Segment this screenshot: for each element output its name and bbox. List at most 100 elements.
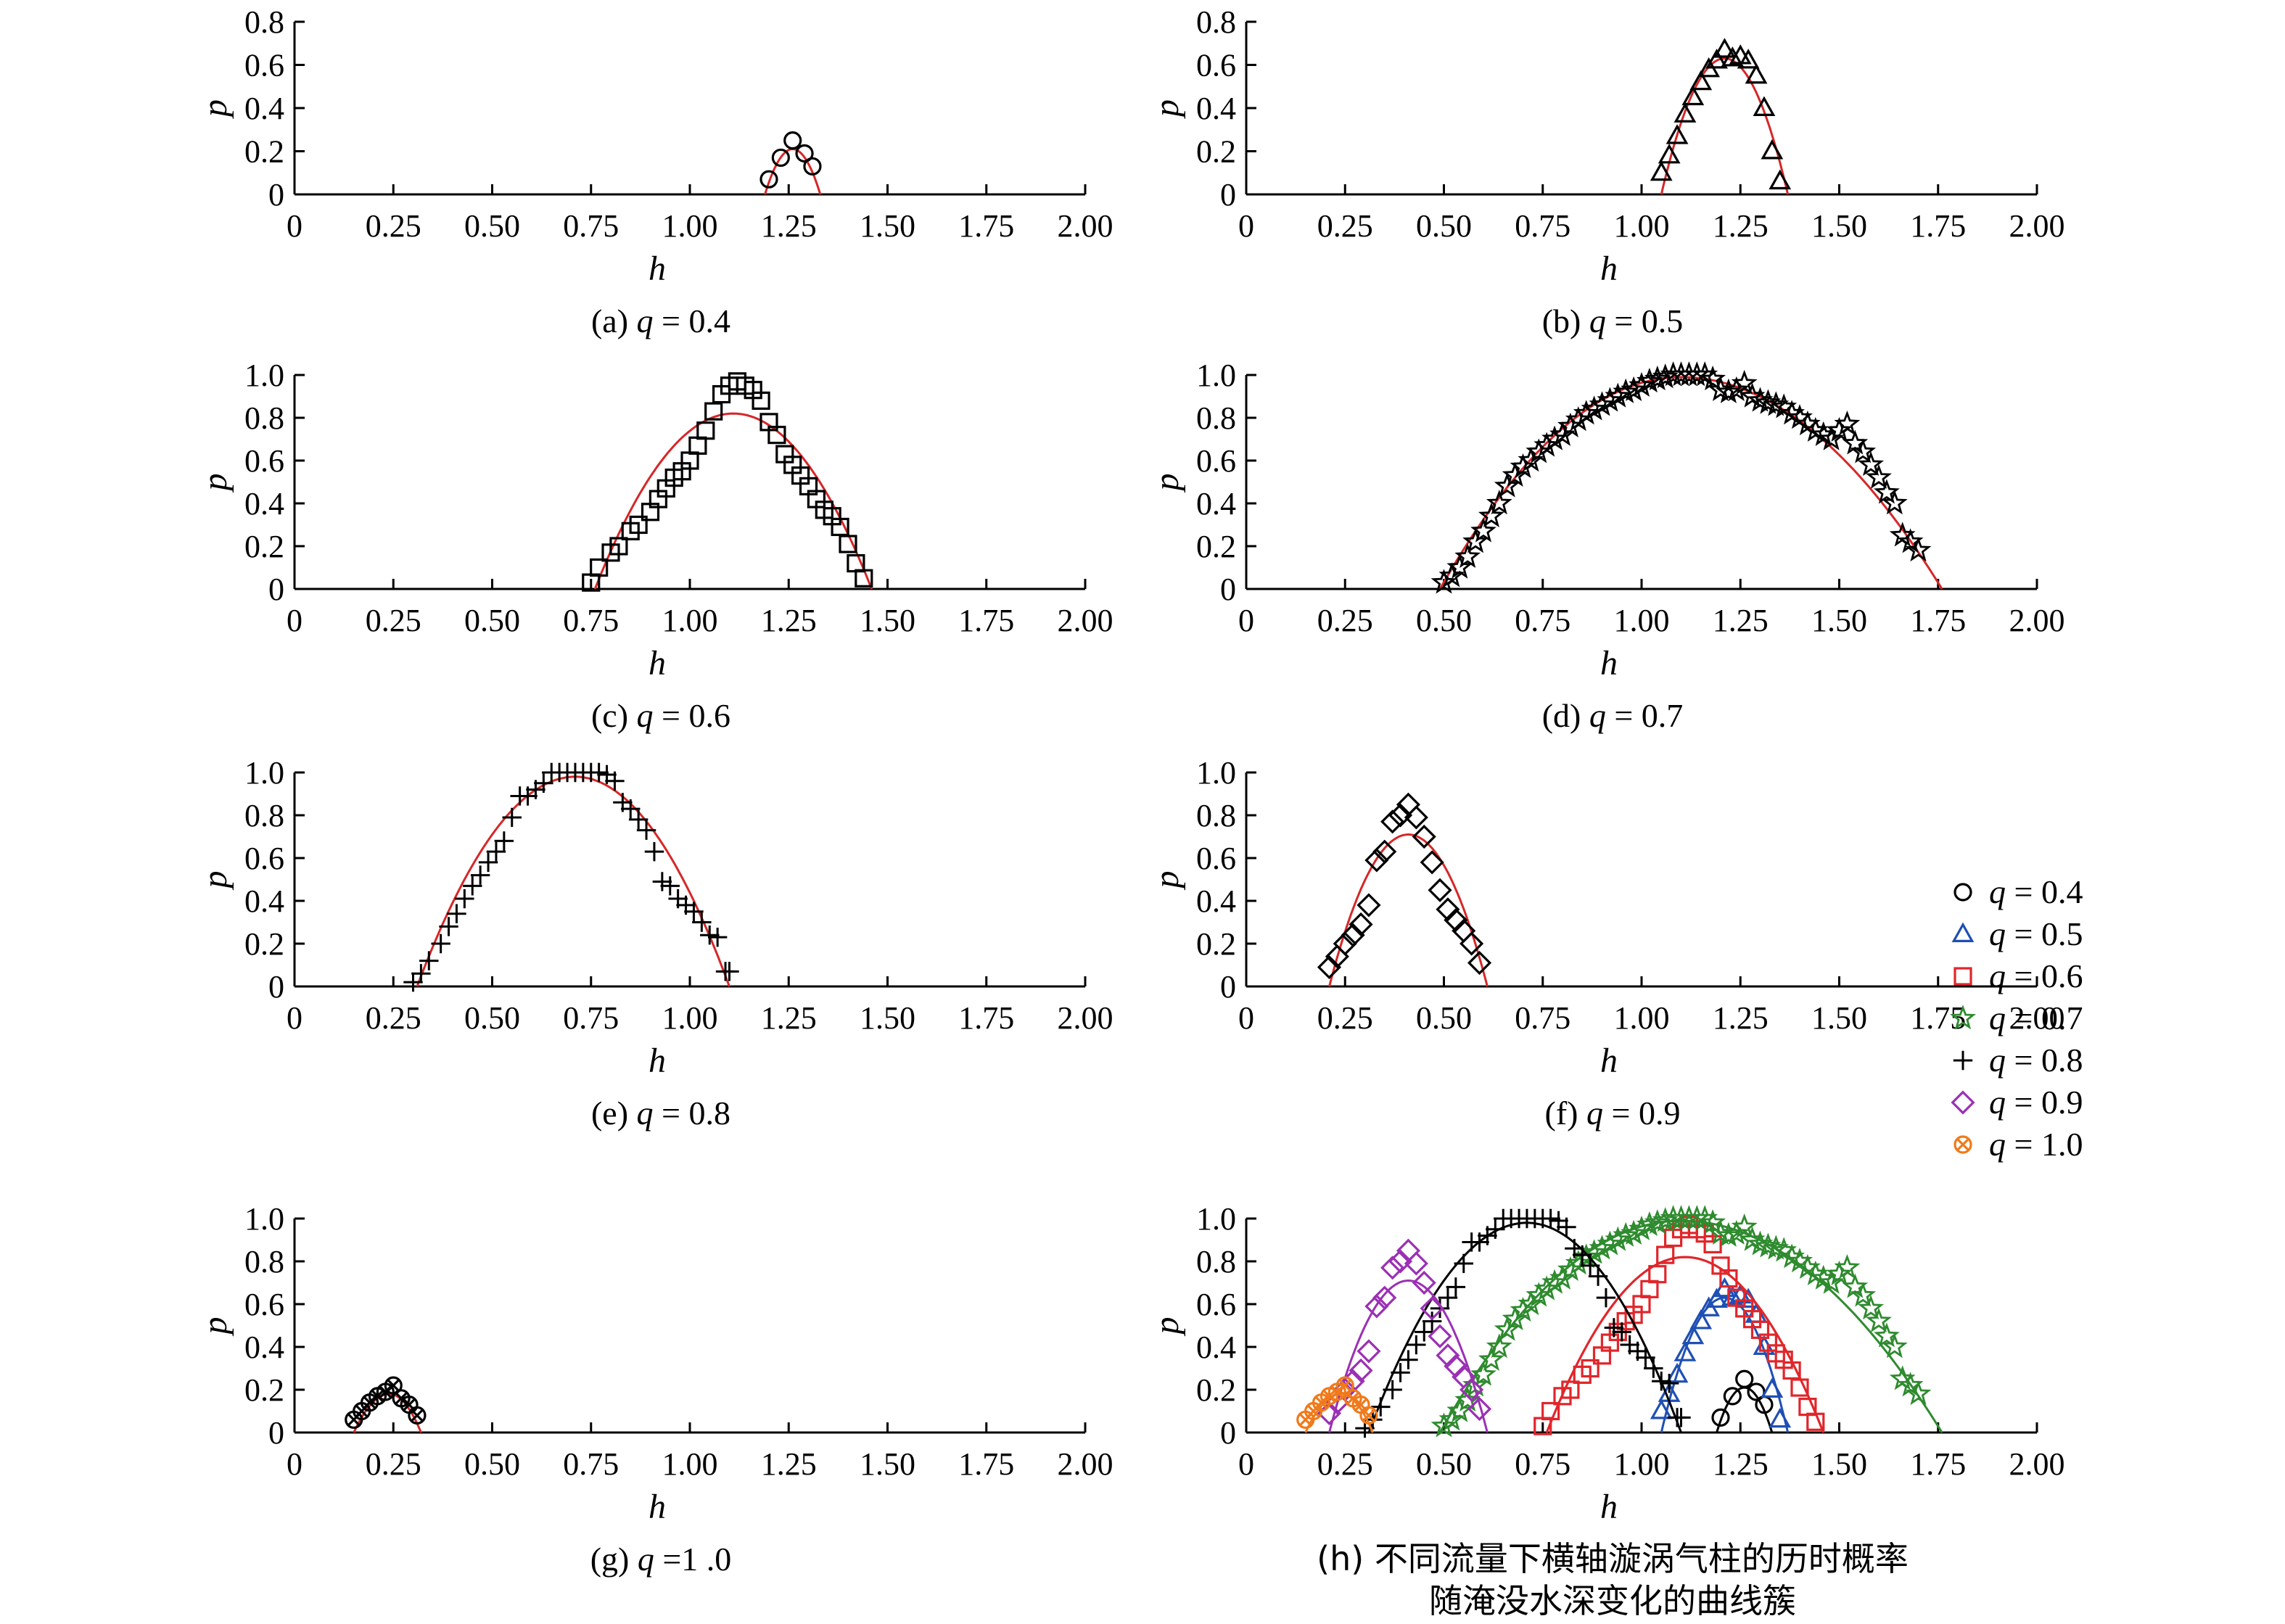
data-point xyxy=(795,144,814,163)
data-point xyxy=(1412,1270,1436,1295)
data-point xyxy=(1731,1213,1758,1239)
data-point xyxy=(1359,1406,1378,1425)
data-point xyxy=(1467,950,1492,976)
data-point xyxy=(419,951,439,970)
x-tick-label: 0 xyxy=(287,1000,302,1036)
data-point xyxy=(534,773,553,793)
x-tick-label: 1.25 xyxy=(761,603,817,638)
caption-part: = 0.9 xyxy=(1603,1095,1680,1132)
data-point xyxy=(1605,1226,1631,1251)
y-axis-label: p xyxy=(196,474,234,493)
caption-part: (d) xyxy=(1542,697,1589,734)
data-point xyxy=(1711,1408,1730,1427)
data-point xyxy=(1737,49,1760,69)
data-point xyxy=(1621,376,1647,401)
data-point xyxy=(629,515,648,535)
data-point xyxy=(1659,1373,1679,1393)
data-point xyxy=(494,831,514,851)
y-tick-label: 0.4 xyxy=(1196,1330,1236,1365)
legend-q: q xyxy=(1989,1126,2006,1163)
panel-e: 0 0.25 0.50 0.75 1.00 1.25 1.50 1.75 2.00 0 0.2 0.4… xyxy=(196,755,1113,1132)
fit-curve-b xyxy=(1660,1296,1790,1433)
y-tick-label: 0.4 xyxy=(244,486,284,522)
data-point xyxy=(1636,1348,1655,1367)
y-tick-label: 1.0 xyxy=(1196,1201,1236,1237)
x-tick-label: 1.50 xyxy=(860,603,915,638)
x-tick-label: 2.00 xyxy=(2009,208,2065,244)
x-tick-label: 0.50 xyxy=(464,1000,520,1036)
data-point xyxy=(1388,803,1413,828)
data-point xyxy=(1650,160,1673,181)
data-point xyxy=(1380,809,1405,834)
x-tick-label: 0.75 xyxy=(1515,1446,1570,1482)
caption-part: = 0.4 xyxy=(654,302,730,339)
x-tick-label: 0.50 xyxy=(464,603,520,638)
data-point xyxy=(1755,1232,1782,1258)
data-point xyxy=(1420,850,1444,875)
x-tick-label: 1.75 xyxy=(1910,208,1966,244)
panel-caption: (e) q = 0.8 xyxy=(591,1095,730,1132)
data-point xyxy=(609,537,628,556)
data-point xyxy=(1747,1230,1774,1256)
legend-marker-ring xyxy=(1953,1135,1972,1154)
series-e xyxy=(1355,1208,1691,1438)
series-diamond xyxy=(1317,792,1492,980)
x-tick-label: 1.75 xyxy=(958,1000,1014,1036)
caption-part: = 0.5 xyxy=(1606,302,1683,339)
data-point xyxy=(1731,369,1758,395)
data-point xyxy=(1874,1322,1900,1348)
data-point xyxy=(1388,1249,1413,1274)
x-tick-label: 1.00 xyxy=(1614,603,1670,638)
x-tick-label: 1.50 xyxy=(1811,1000,1867,1036)
data-point xyxy=(1444,907,1468,933)
y-tick-label: 0.8 xyxy=(1196,798,1236,833)
data-point-ring xyxy=(408,1406,427,1425)
x-tick-label: 1.25 xyxy=(1713,603,1769,638)
data-point xyxy=(1356,893,1381,918)
x-tick-label: 1.00 xyxy=(662,1000,718,1036)
x-tick-label: 0.75 xyxy=(1515,1000,1570,1036)
data-point xyxy=(1700,366,1726,391)
x-tick-label: 1.00 xyxy=(1614,1446,1670,1482)
data-point xyxy=(590,558,609,577)
caption-part: q xyxy=(1586,1095,1603,1132)
data-point xyxy=(771,148,790,168)
y-tick-label: 0.6 xyxy=(244,48,284,83)
data-point xyxy=(1462,528,1489,553)
y-axis-label: p xyxy=(196,871,234,891)
data-point xyxy=(1761,139,1784,160)
data-point xyxy=(1470,517,1496,543)
panel-caption: (g) q =1 .0 xyxy=(590,1541,732,1578)
y-tick-label: 0.4 xyxy=(1196,91,1236,126)
data-point xyxy=(1581,395,1607,421)
panel-caption: (d) q = 0.7 xyxy=(1542,697,1684,734)
data-point xyxy=(803,157,822,176)
data-point xyxy=(1866,1307,1892,1332)
data-point xyxy=(1470,1361,1496,1386)
data-point xyxy=(1541,1208,1560,1229)
x-tick-label: 2.00 xyxy=(2009,603,2065,638)
x-tick-label: 1.75 xyxy=(958,208,1014,244)
x-tick-label: 1.75 xyxy=(1910,603,1966,638)
data-point xyxy=(463,876,482,896)
y-tick-label: 0 xyxy=(268,572,284,607)
data-point xyxy=(1613,1221,1639,1247)
x-tick-label: 0.50 xyxy=(1416,1446,1472,1482)
data-point-ring xyxy=(1335,1376,1354,1395)
y-axis-label: p xyxy=(1148,1317,1186,1337)
x-tick-label: 1.75 xyxy=(958,603,1014,638)
data-point-ring xyxy=(1359,1406,1378,1425)
x-axis-label: h xyxy=(649,1488,666,1526)
x-tick-label: 1.25 xyxy=(761,1000,817,1036)
data-point xyxy=(1597,387,1623,412)
data-point xyxy=(1349,1358,1373,1383)
data-point xyxy=(1581,1359,1600,1378)
x-tick-label: 1.25 xyxy=(1713,1446,1769,1482)
caption-part: (a) xyxy=(591,302,637,339)
y-tick-label: 0.2 xyxy=(1196,134,1236,170)
y-axis-label: p xyxy=(196,1317,234,1337)
data-point xyxy=(408,1406,427,1425)
data-point xyxy=(1612,1322,1631,1342)
y-tick-label: 1.0 xyxy=(244,358,284,393)
data-point xyxy=(1438,1287,1458,1308)
